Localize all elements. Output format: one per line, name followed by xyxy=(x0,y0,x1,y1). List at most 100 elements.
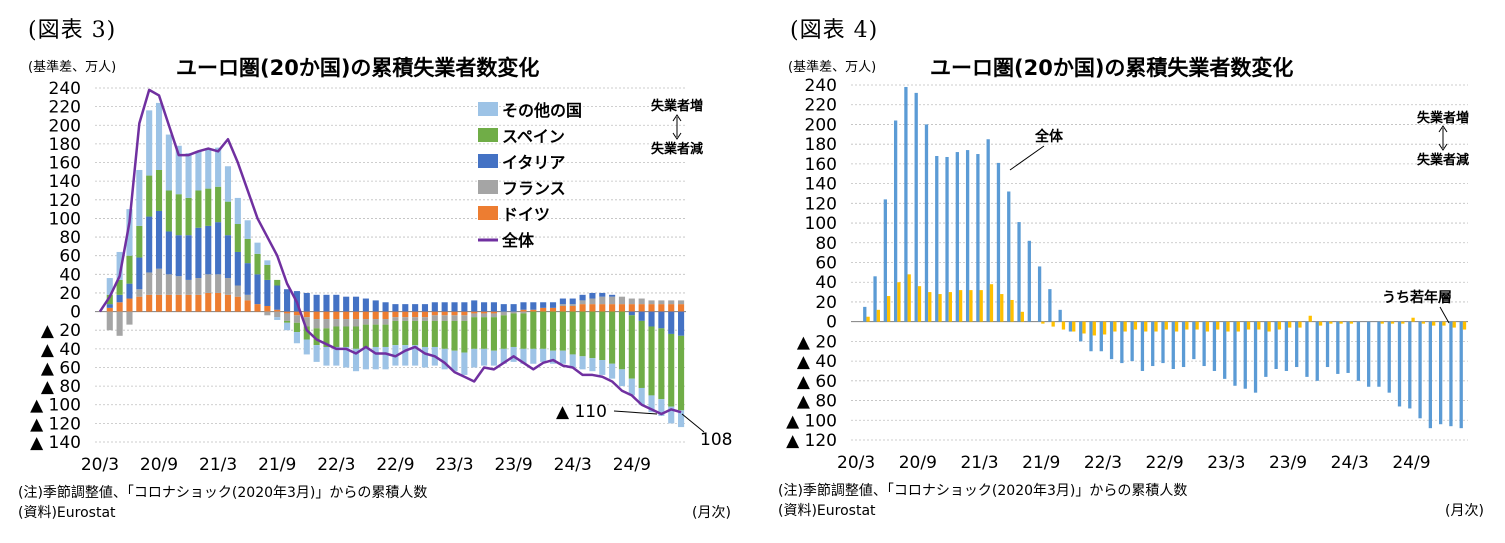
figure-3-panel: (図表 3) ユーロ圏(20か国)の累積失業者数変化 (基準差、万人) ▲ 14… xyxy=(0,0,752,543)
bar-segment xyxy=(559,304,566,306)
bar-segment xyxy=(402,345,409,366)
bar-segment xyxy=(165,274,172,295)
bar-total xyxy=(1295,321,1299,368)
legend-label: その他の国 xyxy=(502,101,582,120)
bar-youth xyxy=(1185,321,1189,330)
bar-segment xyxy=(284,322,291,331)
x-tick-label: 23/9 xyxy=(1269,453,1307,473)
bar-segment xyxy=(579,300,586,305)
bar-segment xyxy=(116,302,123,312)
figure-4-callout-youth: うち若年層 xyxy=(1382,289,1452,306)
bar-segment xyxy=(658,328,665,400)
bar-youth xyxy=(1010,299,1014,322)
bar-segment xyxy=(441,320,448,349)
figure-4-label: (図表 4) xyxy=(790,18,879,43)
y-tick-label: ▲ 20 xyxy=(41,321,81,341)
bar-segment xyxy=(421,311,429,318)
bar-segment xyxy=(175,235,182,277)
y-tick-label: 60 xyxy=(59,247,81,267)
bar-total xyxy=(883,199,887,322)
bar-segment xyxy=(451,302,458,312)
bar-segment xyxy=(264,260,271,265)
bar-segment xyxy=(589,292,596,299)
bar-segment xyxy=(146,216,153,273)
figure-4-title: ユーロ圏(20か国)の累積失業者数変化 xyxy=(930,56,1294,80)
legend-swatch xyxy=(478,154,498,168)
figure-3-y-ticks: ▲ 140▲ 120▲ 100▲ 80▲ 60▲ 40▲ 20020406080… xyxy=(30,79,81,453)
bar-segment xyxy=(106,307,113,312)
bar-total xyxy=(1367,321,1371,387)
bar-segment xyxy=(559,305,566,312)
x-tick-label: 23/9 xyxy=(495,455,533,475)
bar-segment xyxy=(224,294,232,312)
y-tick-label: 180 xyxy=(49,135,81,155)
bar-youth xyxy=(969,290,973,322)
y-tick-label: 240 xyxy=(805,76,837,96)
bar-segment xyxy=(274,285,281,310)
bar-segment xyxy=(412,320,419,346)
bar-total xyxy=(873,276,877,322)
y-tick-label: 40 xyxy=(59,265,81,285)
figure-4-x-unit: (月次) xyxy=(1445,503,1484,519)
x-tick-label: 21/9 xyxy=(1022,453,1060,473)
bar-total xyxy=(1079,321,1083,342)
bar-total xyxy=(1099,321,1103,352)
bar-youth xyxy=(1390,321,1395,324)
bar-youth xyxy=(1411,317,1415,322)
figure-3-callout-110-leader xyxy=(613,410,658,415)
bar-segment xyxy=(618,311,626,370)
bar-youth xyxy=(1061,321,1066,330)
figure-3-gridlines xyxy=(95,87,686,443)
bar-segment xyxy=(155,169,163,211)
bar-youth xyxy=(1421,321,1426,324)
bar-youth xyxy=(1257,321,1261,330)
bar-youth xyxy=(1113,321,1117,332)
bar-segment xyxy=(520,313,527,349)
bar-youth xyxy=(928,292,932,322)
bar-youth xyxy=(989,284,994,322)
bar-segment xyxy=(333,326,340,347)
bar-youth xyxy=(1216,321,1220,330)
figure-3-source: (資料)Eurostat xyxy=(18,505,116,521)
bar-segment xyxy=(549,302,557,308)
bar-segment xyxy=(559,350,566,364)
bar-youth xyxy=(1020,311,1024,322)
bar-total xyxy=(914,92,918,322)
bar-segment xyxy=(609,363,616,379)
bar-segment xyxy=(234,296,241,312)
bar-total xyxy=(1058,309,1062,322)
bar-segment xyxy=(136,225,143,258)
y-tick-label: ▲ 40 xyxy=(797,352,837,372)
bar-segment xyxy=(205,188,212,226)
bar-youth xyxy=(1462,321,1467,330)
bar-segment xyxy=(481,313,488,318)
bar-segment xyxy=(323,328,330,347)
x-tick-label: 24/3 xyxy=(1331,453,1369,473)
bar-segment xyxy=(175,145,182,195)
bar-youth xyxy=(1298,321,1302,328)
bar-segment xyxy=(224,166,232,202)
bar-segment xyxy=(343,326,350,347)
bar-total xyxy=(1233,321,1237,386)
bar-segment xyxy=(264,311,271,316)
y-tick-label: 220 xyxy=(49,98,81,118)
bar-segment xyxy=(569,305,576,312)
bar-segment xyxy=(195,227,202,279)
bar-segment xyxy=(224,201,232,236)
bar-total xyxy=(1192,321,1196,360)
bar-youth xyxy=(1318,321,1323,326)
bar-segment xyxy=(254,304,261,312)
figure-3-total-line xyxy=(98,88,682,416)
bar-total xyxy=(1212,321,1217,371)
bar-youth xyxy=(1277,321,1282,330)
figure-3-x-unit: (月次) xyxy=(692,505,731,521)
bar-segment xyxy=(569,298,576,305)
figure-3-increase-label: 失業者増 xyxy=(651,98,703,114)
bar-youth xyxy=(1246,321,1251,330)
y-tick-label: 80 xyxy=(59,228,81,248)
bar-segment xyxy=(451,320,458,351)
y-tick-label: 140 xyxy=(805,175,837,195)
bar-segment xyxy=(303,339,310,355)
bar-segment xyxy=(412,311,419,318)
bar-segment xyxy=(658,304,665,312)
